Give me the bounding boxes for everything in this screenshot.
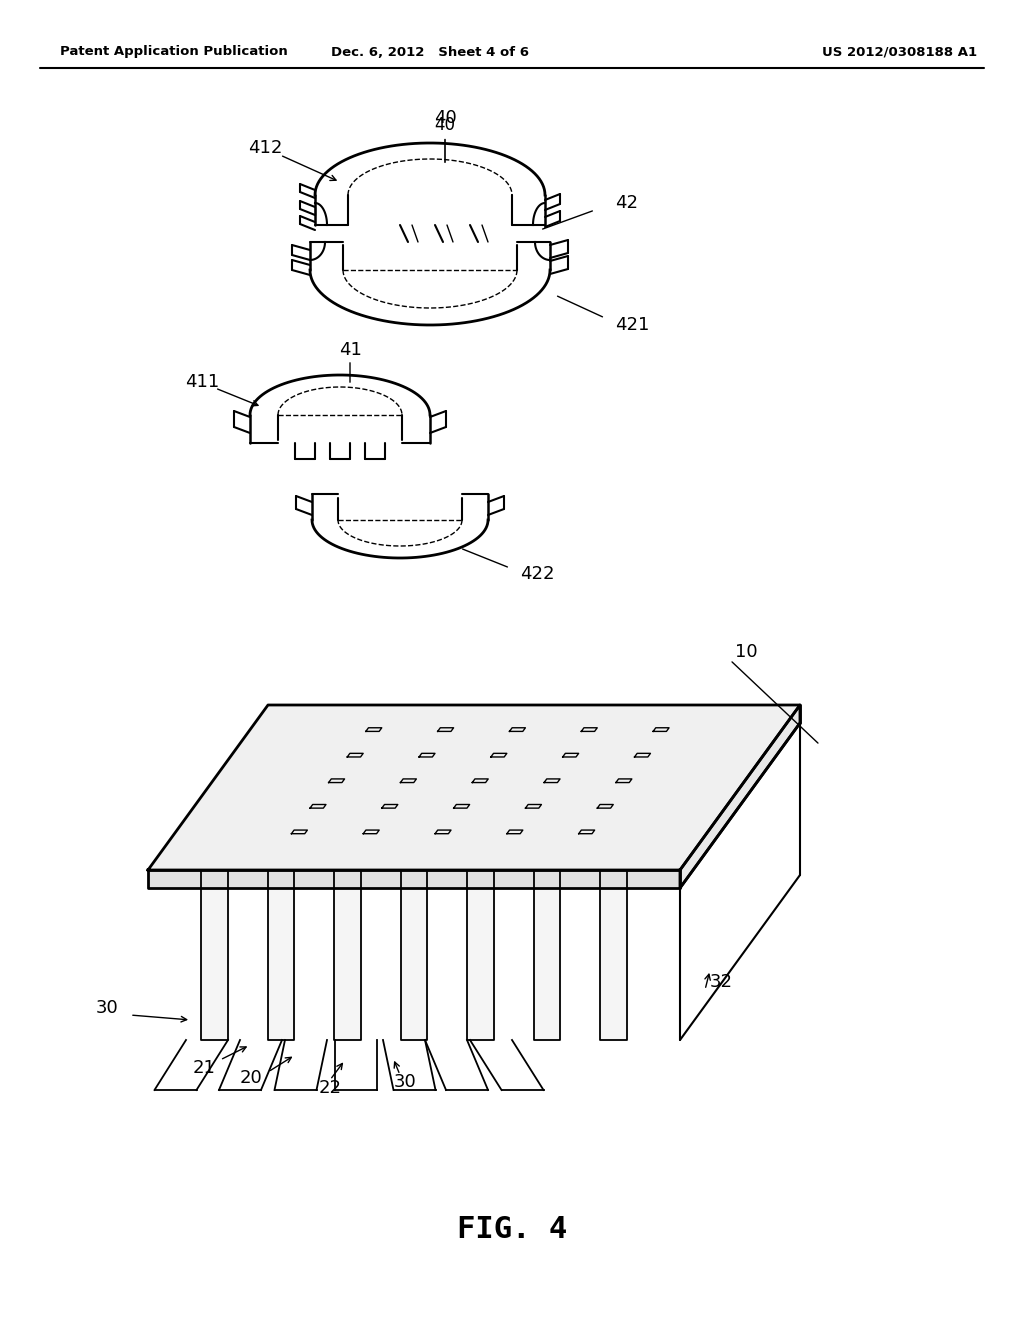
Text: 411: 411 — [185, 374, 219, 391]
Polygon shape — [148, 870, 680, 888]
Text: Patent Application Publication: Patent Application Publication — [60, 45, 288, 58]
Polygon shape — [201, 870, 227, 1040]
Polygon shape — [534, 870, 560, 1040]
Polygon shape — [600, 870, 627, 1040]
Text: 30: 30 — [393, 1073, 417, 1092]
Text: 421: 421 — [615, 315, 649, 334]
Text: 40: 40 — [434, 116, 456, 162]
Text: 42: 42 — [615, 194, 638, 213]
Text: Dec. 6, 2012   Sheet 4 of 6: Dec. 6, 2012 Sheet 4 of 6 — [331, 45, 529, 58]
Polygon shape — [148, 705, 800, 870]
Text: 41: 41 — [339, 341, 361, 359]
Text: 40: 40 — [433, 110, 457, 127]
Text: FIG. 4: FIG. 4 — [457, 1216, 567, 1245]
Text: 412: 412 — [248, 139, 283, 157]
Text: 20: 20 — [240, 1069, 262, 1086]
Text: 21: 21 — [193, 1059, 215, 1077]
Text: 30: 30 — [95, 999, 118, 1016]
Text: US 2012/0308188 A1: US 2012/0308188 A1 — [822, 45, 978, 58]
Polygon shape — [267, 870, 294, 1040]
Text: 32: 32 — [710, 973, 733, 991]
Polygon shape — [467, 870, 494, 1040]
Polygon shape — [400, 870, 427, 1040]
Text: 22: 22 — [318, 1078, 341, 1097]
Polygon shape — [334, 870, 360, 1040]
Text: 422: 422 — [520, 565, 555, 583]
Text: 10: 10 — [735, 643, 758, 661]
Polygon shape — [680, 705, 800, 888]
